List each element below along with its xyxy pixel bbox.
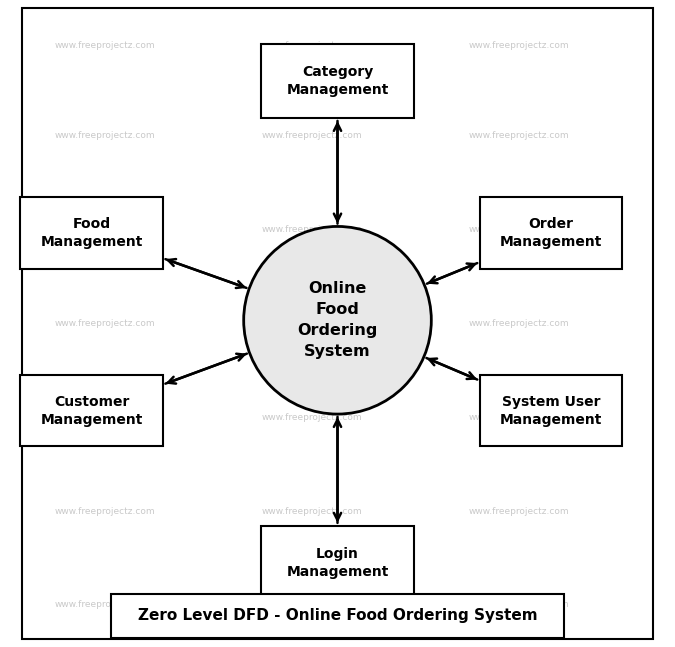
- Bar: [261, 525, 414, 600]
- Text: www.freeprojectz.com: www.freeprojectz.com: [54, 507, 155, 516]
- Text: www.freeprojectz.com: www.freeprojectz.com: [54, 225, 155, 234]
- Text: www.freeprojectz.com: www.freeprojectz.com: [54, 600, 155, 609]
- Text: www.freeprojectz.com: www.freeprojectz.com: [261, 507, 362, 516]
- Text: www.freeprojectz.com: www.freeprojectz.com: [468, 225, 569, 234]
- Text: www.freeprojectz.com: www.freeprojectz.com: [54, 41, 155, 50]
- Text: www.freeprojectz.com: www.freeprojectz.com: [468, 131, 569, 140]
- Bar: [480, 375, 622, 446]
- Text: www.freeprojectz.com: www.freeprojectz.com: [468, 507, 569, 516]
- Text: www.freeprojectz.com: www.freeprojectz.com: [54, 413, 155, 422]
- Text: Zero Level DFD - Online Food Ordering System: Zero Level DFD - Online Food Ordering Sy…: [138, 608, 537, 624]
- Text: www.freeprojectz.com: www.freeprojectz.com: [261, 41, 362, 50]
- Text: Customer
Management: Customer Management: [40, 395, 143, 427]
- Text: www.freeprojectz.com: www.freeprojectz.com: [54, 131, 155, 140]
- Text: www.freeprojectz.com: www.freeprojectz.com: [468, 600, 569, 609]
- Bar: [20, 197, 163, 269]
- Text: www.freeprojectz.com: www.freeprojectz.com: [261, 131, 362, 140]
- Text: www.freeprojectz.com: www.freeprojectz.com: [468, 319, 569, 328]
- Bar: [261, 44, 414, 118]
- Text: www.freeprojectz.com: www.freeprojectz.com: [261, 225, 362, 234]
- Text: System User
Management: System User Management: [500, 395, 602, 427]
- Text: www.freeprojectz.com: www.freeprojectz.com: [468, 41, 569, 50]
- Bar: [20, 375, 163, 446]
- Bar: [480, 197, 622, 269]
- Text: www.freeprojectz.com: www.freeprojectz.com: [261, 319, 362, 328]
- Text: www.freeprojectz.com: www.freeprojectz.com: [54, 319, 155, 328]
- Text: Food
Management: Food Management: [40, 217, 143, 249]
- Text: Order
Management: Order Management: [500, 217, 602, 249]
- Text: www.freeprojectz.com: www.freeprojectz.com: [468, 413, 569, 422]
- Text: Online
Food
Ordering
System: Online Food Ordering System: [297, 281, 378, 359]
- Text: Login
Management: Login Management: [286, 547, 389, 579]
- Text: Category
Management: Category Management: [286, 65, 389, 97]
- Text: www.freeprojectz.com: www.freeprojectz.com: [261, 600, 362, 609]
- Circle shape: [244, 226, 431, 414]
- Text: www.freeprojectz.com: www.freeprojectz.com: [261, 413, 362, 422]
- Bar: [111, 594, 564, 638]
